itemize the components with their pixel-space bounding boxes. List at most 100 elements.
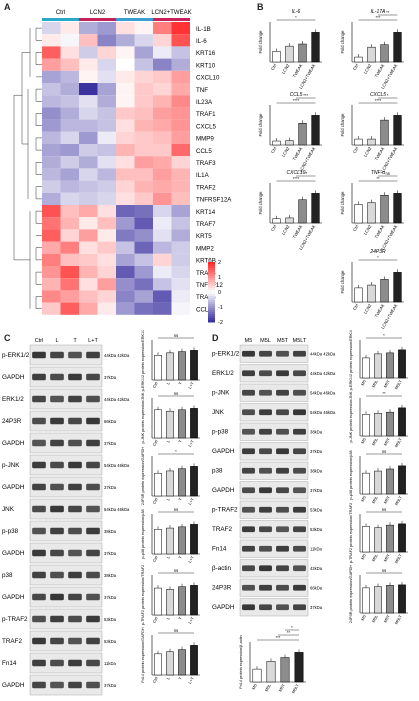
blot-strip bbox=[29, 586, 103, 608]
bar-chart: M5 M5L M5T M5LT 24P3R protein expression/GAP… bbox=[349, 565, 408, 625]
blot-row-label: GAPDH bbox=[2, 550, 25, 557]
bar bbox=[398, 349, 406, 379]
heatmap-cell bbox=[171, 192, 190, 205]
color-scale-step bbox=[208, 290, 215, 293]
blot-band bbox=[86, 395, 100, 403]
heatmap-cell bbox=[60, 144, 79, 157]
heatmap-cell bbox=[171, 205, 190, 218]
gene-label: TRAF5 bbox=[196, 294, 216, 301]
bar bbox=[398, 407, 406, 437]
heatmap-cell bbox=[153, 229, 172, 242]
heatmap-cell bbox=[79, 217, 98, 230]
blot-band bbox=[32, 395, 46, 403]
significance-marker: *** bbox=[376, 15, 381, 20]
heatmap-cell bbox=[97, 22, 116, 35]
heatmap-cell bbox=[42, 58, 61, 71]
blot-band bbox=[68, 373, 82, 381]
bar bbox=[298, 199, 307, 224]
category-label: M5T bbox=[383, 553, 392, 563]
blot-band bbox=[242, 370, 255, 377]
heatmap-cell bbox=[79, 180, 98, 193]
heatmap-cell bbox=[171, 302, 190, 315]
category-label: M5LT bbox=[394, 495, 404, 507]
heatmap-cell bbox=[116, 192, 135, 205]
blot-band bbox=[86, 527, 100, 535]
heatmap-cell bbox=[97, 266, 116, 279]
blot-band bbox=[32, 593, 46, 601]
blot-strip bbox=[239, 344, 309, 363]
gene-label: KRT5 bbox=[196, 233, 212, 240]
blot-band bbox=[259, 565, 272, 572]
blot-band bbox=[32, 527, 46, 535]
heatmap-cell bbox=[42, 144, 61, 157]
category-label: L+T bbox=[187, 555, 195, 564]
heatmap-cell bbox=[134, 22, 153, 35]
heatmap-cell bbox=[134, 58, 153, 71]
heatmap-cell bbox=[97, 46, 116, 59]
color-scale-step bbox=[208, 294, 215, 297]
category-label: L+T bbox=[187, 497, 195, 506]
blot-strip bbox=[239, 383, 309, 402]
category-label: Ctrl bbox=[151, 497, 158, 505]
panel-label-c: C bbox=[4, 333, 11, 343]
bar bbox=[154, 355, 162, 381]
lane-label: L+T bbox=[88, 338, 98, 344]
kda-label: 38kDa bbox=[104, 529, 117, 534]
blot-band bbox=[259, 545, 272, 552]
color-scale-label: 2 bbox=[218, 260, 221, 266]
heatmap-cell bbox=[153, 34, 172, 47]
bar bbox=[272, 51, 281, 63]
bar bbox=[386, 411, 394, 437]
kda-label: 37kDa bbox=[104, 485, 117, 490]
y-axis-label: p-p38 protein expression/p38 bbox=[141, 509, 145, 558]
category-label: M5L bbox=[371, 552, 380, 562]
bar bbox=[166, 352, 174, 381]
category-label: M5T bbox=[383, 437, 392, 447]
category-label: M5 bbox=[360, 613, 367, 621]
significance-marker: * bbox=[291, 625, 293, 630]
bar bbox=[166, 527, 174, 555]
blot-strip bbox=[29, 344, 103, 366]
blot-band bbox=[50, 549, 64, 557]
blot-band bbox=[32, 571, 46, 579]
heatmap-cell bbox=[60, 278, 79, 291]
lane-label: M5 bbox=[245, 338, 253, 344]
category-label: L+T bbox=[187, 616, 195, 625]
blot-strip bbox=[29, 366, 103, 388]
category-label: L bbox=[165, 380, 171, 385]
gene-label: CXCL5 bbox=[196, 123, 217, 130]
heatmap-cell bbox=[79, 22, 98, 35]
bar bbox=[190, 466, 198, 497]
heatmap-cell bbox=[153, 22, 172, 35]
blot-strip bbox=[29, 498, 103, 520]
blot-row-label: Fn14 bbox=[2, 660, 17, 667]
blot-band bbox=[32, 615, 46, 623]
heatmap-cell bbox=[153, 180, 172, 193]
blot-band bbox=[259, 526, 272, 533]
bar bbox=[374, 413, 382, 437]
blot-band bbox=[32, 549, 46, 557]
bar bbox=[367, 284, 376, 303]
heatmap-cell bbox=[60, 70, 79, 83]
blot-row-label: GAPDH bbox=[212, 487, 235, 494]
category-label: M5L bbox=[371, 613, 380, 623]
kda-label: 44kDa 42kDa bbox=[310, 352, 336, 357]
heatmap-cell bbox=[134, 156, 153, 169]
heatmap-cell bbox=[79, 131, 98, 144]
heatmap-cell bbox=[153, 58, 172, 71]
blot-band bbox=[242, 448, 255, 455]
blot-row-label: TRAF2 bbox=[2, 638, 22, 645]
heatmap-cell bbox=[134, 131, 153, 144]
category-label: Ctrl bbox=[352, 303, 360, 311]
lane-label: M5T bbox=[277, 338, 289, 344]
blot-band bbox=[276, 370, 289, 377]
heatmap-cell bbox=[171, 217, 190, 230]
blot-band bbox=[259, 389, 272, 396]
heatmap-cell bbox=[171, 58, 190, 71]
category-label: TWEAK bbox=[292, 146, 304, 162]
kda-label: 44kDa 42kDa bbox=[104, 397, 130, 402]
category-label: M5L bbox=[264, 682, 273, 692]
significance-marker: ns bbox=[386, 171, 390, 176]
lane-label: L bbox=[55, 338, 58, 344]
significance-marker: ns bbox=[174, 568, 178, 573]
